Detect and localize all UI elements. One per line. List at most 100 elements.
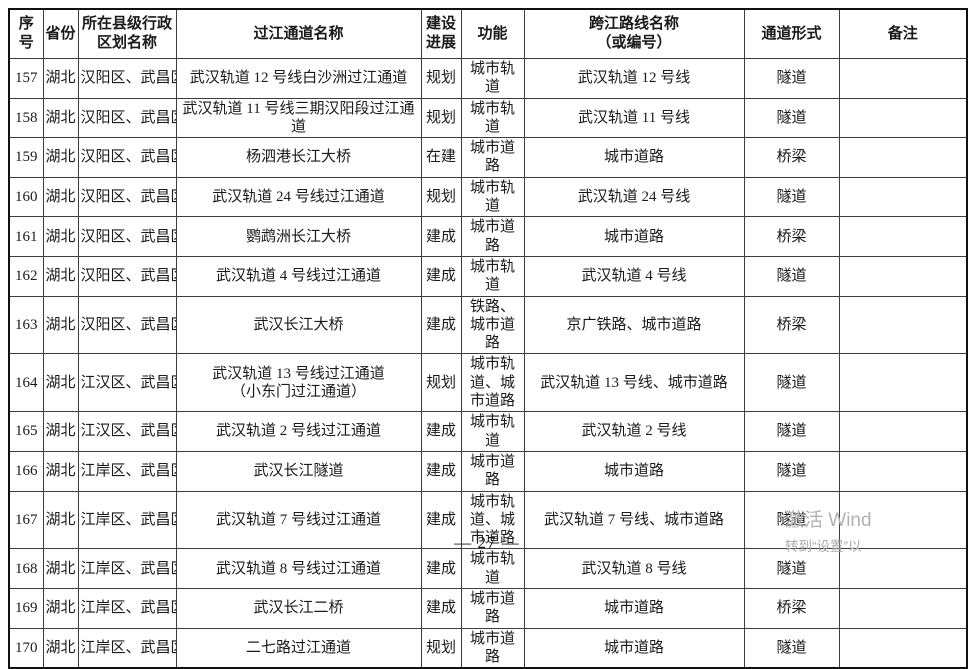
- cell-function: 城市道路: [460, 137, 525, 178]
- cell-district: 江岸区、武昌区: [77, 588, 177, 629]
- cell-name: 武汉轨道 12 号线白沙洲过江通道: [175, 58, 422, 99]
- cell-district: 江岸区、武昌区: [77, 548, 177, 590]
- cell-district: 汉阳区、武昌区: [77, 176, 177, 218]
- cell-function: 城市轨道: [460, 58, 525, 99]
- table-row: 164 湖北 江汉区、武昌区 武汉轨道 13 号线过江通道 （小东门过江通道） …: [8, 353, 968, 413]
- cell-province: 湖北: [42, 490, 79, 550]
- cell-remark: [838, 411, 968, 452]
- cell-remark: [838, 353, 968, 413]
- cell-function: 城市轨道: [460, 97, 525, 139]
- cell-remark: [838, 176, 968, 218]
- table-row: 167 湖北 江岸区、武昌区 武汉轨道 7 号线过江通道 建成 城市轨道、城市道…: [8, 490, 968, 550]
- cell-province: 湖北: [42, 216, 79, 257]
- cell-progress: 建成: [420, 216, 462, 257]
- col-header-progress: 建设 进展: [420, 8, 462, 59]
- cell-seq: 160: [8, 176, 44, 218]
- cell-name: 武汉长江隧道: [175, 450, 422, 492]
- cell-name: 武汉轨道 8 号线过江通道: [175, 548, 422, 590]
- table-row: 158 湖北 汉阳区、武昌区 武汉轨道 11 号线三期汉阳段过江通道 规划 城市…: [8, 97, 968, 139]
- cell-seq: 159: [8, 137, 44, 178]
- cell-name: 武汉长江大桥: [175, 295, 422, 355]
- cell-progress: 建成: [420, 255, 462, 297]
- cell-route: 武汉轨道 13 号线、城市道路: [523, 353, 745, 413]
- cell-province: 湖北: [42, 295, 79, 355]
- col-header-province: 省份: [42, 8, 79, 59]
- cell-name: 武汉轨道 4 号线过江通道: [175, 255, 422, 297]
- cell-form: 桥梁: [743, 588, 840, 629]
- cell-route: 武汉轨道 7 号线、城市道路: [523, 490, 745, 550]
- col-header-district: 所在县级行政 区划名称: [77, 8, 177, 59]
- table-row: 157 湖北 汉阳区、武昌区 武汉轨道 12 号线白沙洲过江通道 规划 城市轨道…: [8, 58, 968, 99]
- page-number: — 27 —: [454, 533, 520, 552]
- table-row: 160 湖北 汉阳区、武昌区 武汉轨道 24 号线过江通道 规划 城市轨道 武汉…: [8, 176, 968, 218]
- header-row: 序号 省份 所在县级行政 区划名称 过江通道名称 建设 进展 功能 跨江路线名称…: [8, 8, 968, 59]
- cell-function: 城市轨道: [460, 411, 525, 452]
- cell-seq: 164: [8, 353, 44, 413]
- cell-route: 城市道路: [523, 588, 745, 629]
- cell-name: 二七路过江通道: [175, 627, 422, 669]
- cell-province: 湖北: [42, 588, 79, 629]
- cell-seq: 157: [8, 58, 44, 99]
- cell-progress: 建成: [420, 411, 462, 452]
- cell-progress: 建成: [420, 548, 462, 590]
- cell-remark: [838, 97, 968, 139]
- cell-province: 湖北: [42, 411, 79, 452]
- cell-district: 汉阳区、武昌区: [77, 58, 177, 99]
- cell-seq: 162: [8, 255, 44, 297]
- cell-function: 铁路、城市道路: [460, 295, 525, 355]
- cell-function: 城市道路: [460, 627, 525, 669]
- cell-remark: [838, 295, 968, 355]
- cell-form: 隧道: [743, 490, 840, 550]
- cell-seq: 166: [8, 450, 44, 492]
- cell-form: 隧道: [743, 411, 840, 452]
- cell-route: 武汉轨道 24 号线: [523, 176, 745, 218]
- cell-seq: 168: [8, 548, 44, 590]
- cell-name: 杨泗港长江大桥: [175, 137, 422, 178]
- cell-progress: 建成: [420, 295, 462, 355]
- cell-function: 城市轨道: [460, 548, 525, 590]
- table-row: 166 湖北 江岸区、武昌区 武汉长江隧道 建成 城市道路 城市道路 隧道: [8, 450, 968, 492]
- cell-progress: 建成: [420, 490, 462, 550]
- cell-form: 隧道: [743, 97, 840, 139]
- cell-district: 汉阳区、武昌区: [77, 295, 177, 355]
- cell-name: 武汉轨道 13 号线过江通道 （小东门过江通道）: [175, 353, 422, 413]
- cell-progress: 在建: [420, 137, 462, 178]
- cell-province: 湖北: [42, 137, 79, 178]
- cell-function: 城市轨道: [460, 176, 525, 218]
- cell-route: 武汉轨道 8 号线: [523, 548, 745, 590]
- cell-province: 湖北: [42, 353, 79, 413]
- cell-function: 城市轨道、城市道路: [460, 353, 525, 413]
- cell-seq: 169: [8, 588, 44, 629]
- cell-function: 城市道路: [460, 450, 525, 492]
- cell-form: 隧道: [743, 450, 840, 492]
- cell-form: 隧道: [743, 353, 840, 413]
- cell-route: 武汉轨道 12 号线: [523, 58, 745, 99]
- table-row: 159 湖北 汉阳区、武昌区 杨泗港长江大桥 在建 城市道路 城市道路 桥梁: [8, 137, 968, 178]
- cell-progress: 规划: [420, 176, 462, 218]
- col-header-form: 通道形式: [743, 8, 840, 59]
- cell-progress: 建成: [420, 450, 462, 492]
- table-row: 170 湖北 江岸区、武昌区 二七路过江通道 规划 城市道路 城市道路 隧道: [8, 627, 968, 669]
- cell-remark: [838, 588, 968, 629]
- table-row: 162 湖北 汉阳区、武昌区 武汉轨道 4 号线过江通道 建成 城市轨道 武汉轨…: [8, 255, 968, 297]
- cell-form: 隧道: [743, 58, 840, 99]
- cell-seq: 161: [8, 216, 44, 257]
- cell-province: 湖北: [42, 58, 79, 99]
- cell-route: 城市道路: [523, 216, 745, 257]
- col-header-seq: 序号: [8, 8, 44, 59]
- cell-progress: 规划: [420, 353, 462, 413]
- cell-route: 京广铁路、城市道路: [523, 295, 745, 355]
- cell-seq: 170: [8, 627, 44, 669]
- cell-district: 汉阳区、武昌区: [77, 97, 177, 139]
- table-header: 序号 省份 所在县级行政 区划名称 过江通道名称 建设 进展 功能 跨江路线名称…: [8, 8, 968, 59]
- cell-route: 武汉轨道 11 号线: [523, 97, 745, 139]
- cell-remark: [838, 137, 968, 178]
- cell-function: 城市道路: [460, 216, 525, 257]
- cell-remark: [838, 450, 968, 492]
- cell-remark: [838, 216, 968, 257]
- cell-function: 城市轨道、城市道路: [460, 490, 525, 550]
- cell-name: 武汉轨道 24 号线过江通道: [175, 176, 422, 218]
- cell-district: 汉阳区、武昌区: [77, 216, 177, 257]
- col-header-name: 过江通道名称: [175, 8, 422, 59]
- cell-form: 隧道: [743, 627, 840, 669]
